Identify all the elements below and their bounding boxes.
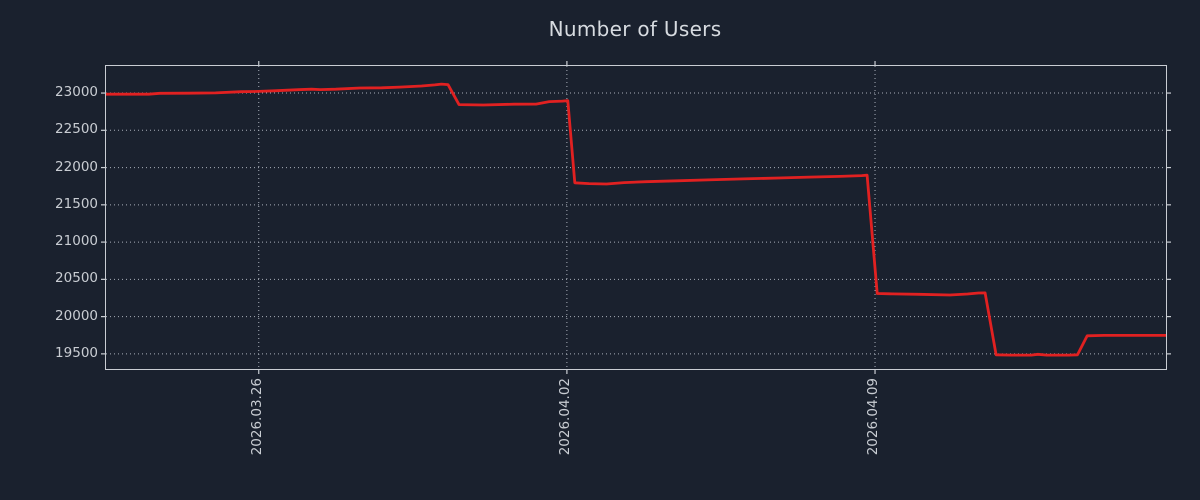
- x-tick-label: 2026.04.02: [556, 378, 573, 456]
- y-tick-label: 20500: [55, 270, 98, 287]
- y-tick-label: 20000: [55, 307, 98, 324]
- x-tick-label: 2026.03.26: [248, 378, 265, 456]
- plot-area: [101, 61, 1171, 374]
- y-tick-label: 22500: [55, 121, 98, 138]
- series-line-users: [106, 82, 1166, 357]
- y-tick-label: 23000: [55, 84, 98, 101]
- y-tick-label: 21000: [55, 233, 98, 250]
- y-tick-label: 21500: [55, 195, 98, 212]
- chart-title: Number of Users: [548, 17, 722, 41]
- plot-canvas: [101, 61, 1171, 374]
- y-tick-label: 22000: [55, 158, 98, 175]
- y-tick-label: 19500: [55, 344, 98, 361]
- x-tick-label: 2026.04.09: [865, 378, 882, 456]
